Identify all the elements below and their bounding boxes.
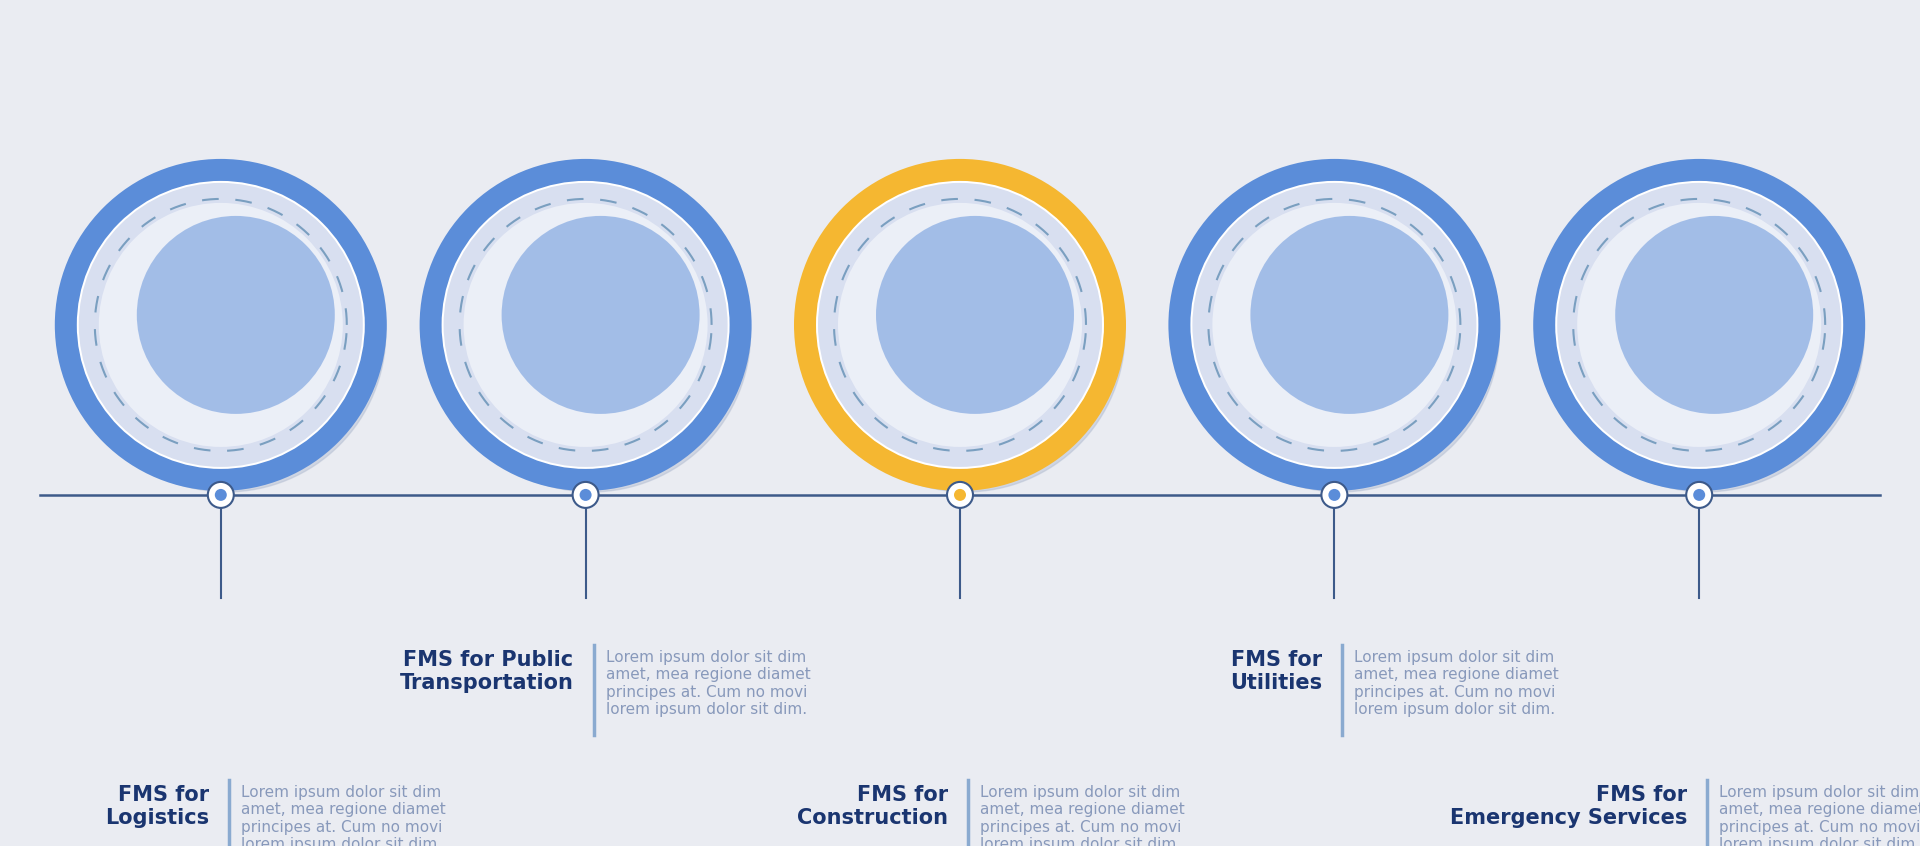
Circle shape bbox=[1615, 216, 1812, 414]
Circle shape bbox=[580, 489, 591, 501]
Circle shape bbox=[207, 482, 234, 508]
Circle shape bbox=[1181, 174, 1500, 492]
Circle shape bbox=[954, 489, 966, 501]
Circle shape bbox=[56, 159, 386, 491]
Circle shape bbox=[1555, 181, 1843, 469]
Circle shape bbox=[1557, 183, 1841, 467]
Circle shape bbox=[816, 181, 1104, 469]
Circle shape bbox=[1546, 174, 1864, 492]
Circle shape bbox=[501, 216, 699, 414]
Circle shape bbox=[1250, 216, 1448, 414]
Circle shape bbox=[876, 216, 1073, 414]
Circle shape bbox=[795, 159, 1125, 491]
Circle shape bbox=[1329, 489, 1340, 501]
Circle shape bbox=[442, 181, 730, 469]
Circle shape bbox=[837, 203, 1083, 447]
Circle shape bbox=[572, 482, 599, 508]
Text: Lorem ipsum dolor sit dim
amet, mea regione diamet
principes at. Cum no movi
lor: Lorem ipsum dolor sit dim amet, mea regi… bbox=[1718, 785, 1920, 846]
Circle shape bbox=[1693, 489, 1705, 501]
Circle shape bbox=[420, 159, 751, 491]
Circle shape bbox=[79, 183, 363, 467]
Text: FMS for
Utilities: FMS for Utilities bbox=[1231, 650, 1323, 693]
Circle shape bbox=[432, 174, 751, 492]
Text: Lorem ipsum dolor sit dim
amet, mea regione diamet
principes at. Cum no movi
lor: Lorem ipsum dolor sit dim amet, mea regi… bbox=[1354, 650, 1559, 717]
Circle shape bbox=[1534, 159, 1864, 491]
Circle shape bbox=[1576, 203, 1822, 447]
Circle shape bbox=[1212, 203, 1457, 447]
Text: Lorem ipsum dolor sit dim
amet, mea regione diamet
principes at. Cum no movi
lor: Lorem ipsum dolor sit dim amet, mea regi… bbox=[979, 785, 1185, 846]
Circle shape bbox=[947, 482, 973, 508]
Text: Lorem ipsum dolor sit dim
amet, mea regione diamet
principes at. Cum no movi
lor: Lorem ipsum dolor sit dim amet, mea regi… bbox=[240, 785, 445, 846]
Text: Lorem ipsum dolor sit dim
amet, mea regione diamet
principes at. Cum no movi
lor: Lorem ipsum dolor sit dim amet, mea regi… bbox=[605, 650, 810, 717]
Circle shape bbox=[77, 181, 365, 469]
Circle shape bbox=[67, 174, 386, 492]
Circle shape bbox=[818, 183, 1102, 467]
Circle shape bbox=[463, 203, 708, 447]
Circle shape bbox=[1321, 482, 1348, 508]
Circle shape bbox=[1190, 181, 1478, 469]
Text: FMS for
Emergency Services: FMS for Emergency Services bbox=[1450, 785, 1688, 828]
Circle shape bbox=[1686, 482, 1713, 508]
Text: FMS for
Construction: FMS for Construction bbox=[797, 785, 948, 828]
Text: FMS for Public
Transportation: FMS for Public Transportation bbox=[399, 650, 574, 693]
Circle shape bbox=[1169, 159, 1500, 491]
Circle shape bbox=[806, 174, 1125, 492]
Circle shape bbox=[444, 183, 728, 467]
Text: FMS for
Logistics: FMS for Logistics bbox=[106, 785, 209, 828]
Circle shape bbox=[215, 489, 227, 501]
Circle shape bbox=[98, 203, 344, 447]
Circle shape bbox=[136, 216, 334, 414]
Circle shape bbox=[1192, 183, 1476, 467]
